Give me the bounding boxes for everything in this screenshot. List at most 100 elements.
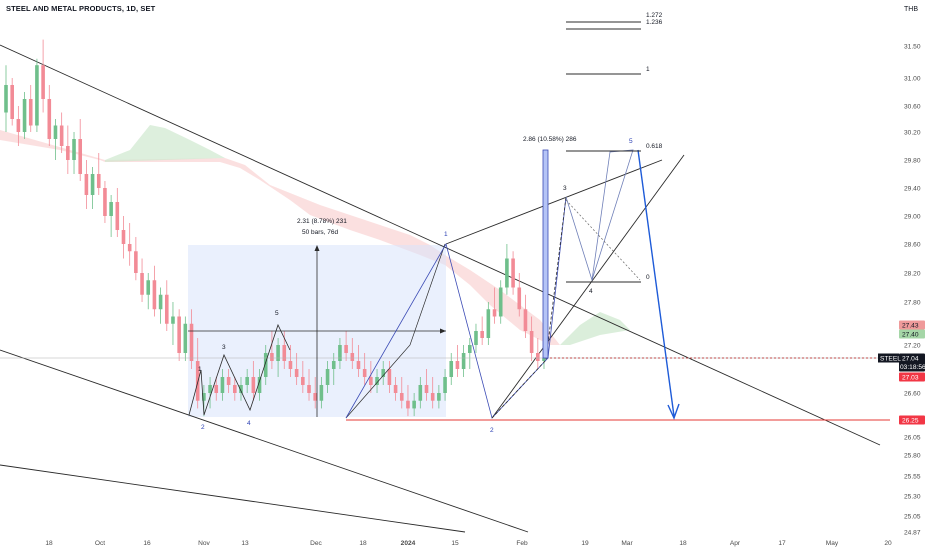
candle-body — [134, 251, 138, 273]
candle-body — [412, 400, 416, 409]
candle-body — [41, 65, 45, 99]
price-tick-label: 29.80 — [904, 158, 921, 165]
time-tick-label: 18 — [679, 540, 687, 547]
price-axis[interactable]: 31.50 31.00 30.60 30.20 29.80 29.40 29.00 28.60… — [904, 44, 921, 537]
symbol-tag: STEEL — [880, 355, 901, 362]
candle-body — [140, 273, 144, 295]
fib-diagonal — [565, 199, 641, 281]
candle-body — [22, 99, 27, 132]
candle-body — [96, 174, 101, 188]
measure-label: 2.86 (10.58%) 286 — [523, 136, 577, 143]
price-tick-label: 27.80 — [904, 300, 921, 307]
price-tag-value: 26.25 — [902, 417, 919, 424]
candle-body — [449, 361, 454, 377]
price-tick-label: 24.87 — [904, 530, 921, 537]
candle-body — [369, 377, 373, 385]
candle-body — [381, 369, 386, 377]
fib-label-0618: 0.618 — [646, 143, 663, 150]
time-tick-label: Feb — [516, 540, 528, 547]
elliott-wave-black[interactable] — [188, 323, 291, 416]
candle-body — [517, 287, 522, 310]
price-tick-label: 30.20 — [904, 130, 921, 137]
price-tag-bg — [899, 372, 925, 382]
trend-lines[interactable] — [0, 44, 881, 533]
candle-body — [208, 385, 212, 393]
candle-body — [498, 287, 503, 317]
candle-body — [294, 369, 299, 377]
range-h-arrowhead — [440, 328, 446, 334]
forecast-arrowhead — [667, 403, 680, 420]
candle-body — [387, 369, 392, 385]
candle-body — [424, 385, 429, 393]
time-tick-label: Mar — [621, 540, 633, 547]
candle-body — [338, 345, 342, 361]
wave-label-b2: 2 — [490, 427, 494, 434]
price-tick-label: 29.00 — [904, 214, 921, 221]
price-tick-label: 25.30 — [904, 494, 921, 501]
time-tick-label: 16 — [143, 540, 151, 547]
countdown-timer: 03:18:56 — [900, 364, 926, 371]
price-tag-bg — [899, 353, 925, 372]
candle-body — [325, 369, 330, 385]
candle-body — [443, 377, 447, 393]
wave-label-b5: 5 — [629, 138, 633, 145]
candle-body — [121, 230, 126, 244]
price-tick-label: 26.05 — [904, 435, 921, 442]
candle-body — [313, 393, 317, 401]
fib-lines[interactable] — [566, 21, 641, 283]
candle-body — [437, 393, 441, 401]
candle-body — [263, 353, 268, 377]
range-label-2: 50 bars, 76d — [302, 229, 339, 236]
chart-title: STEEL AND METAL PRODUCTS, 1D, SET — [6, 4, 156, 13]
candle-body — [47, 99, 52, 139]
candle-body — [455, 361, 460, 369]
candle-body — [461, 353, 466, 369]
measure-bar[interactable] — [542, 149, 549, 359]
fib-label-1236: 1.236 — [646, 19, 663, 26]
time-tick-label: 20 — [884, 540, 892, 547]
candle-body — [127, 244, 132, 252]
candle-body — [356, 361, 361, 369]
price-tick-label: 31.50 — [904, 44, 921, 51]
price-tick-label: 28.20 — [904, 271, 921, 278]
price-tag-value: 27.43 — [902, 322, 919, 329]
elliott-wave-impulse[interactable] — [345, 243, 446, 419]
candle-body — [245, 377, 249, 385]
price-tick-label: 31.00 — [904, 76, 921, 83]
wave-label-4: 4 — [247, 420, 251, 427]
candle-body — [393, 385, 398, 393]
price-tag-bg — [899, 329, 925, 339]
candle-body — [28, 99, 33, 126]
wave-label-b4: 4 — [589, 288, 593, 295]
price-tick-label: 28.60 — [904, 242, 921, 249]
candle-body — [233, 385, 237, 393]
forecast-arrow[interactable] — [637, 149, 675, 417]
wave-label-2: 2 — [201, 424, 205, 431]
wave-label-3: 3 — [222, 344, 226, 351]
candle-body — [319, 385, 324, 401]
candle-body — [171, 316, 175, 324]
candle-body — [536, 353, 540, 361]
price-tick-label: 25.05 — [904, 514, 921, 521]
candle-body — [239, 385, 243, 393]
candle-body — [523, 309, 528, 331]
price-tag-bg — [899, 320, 925, 330]
candle-body — [270, 353, 274, 361]
wave-label-1: 1 — [198, 366, 202, 373]
fib-label-1272: 1.272 — [646, 12, 663, 19]
candle-body — [189, 323, 194, 361]
price-tick-label: 27.20 — [904, 343, 921, 350]
price-tag-value: 27.04 — [902, 355, 919, 362]
candles — [4, 39, 546, 417]
candle-body — [399, 393, 404, 401]
candle-body — [276, 345, 280, 361]
candle-body — [4, 85, 8, 113]
candle-body — [375, 377, 379, 385]
projected-wave[interactable] — [565, 149, 634, 282]
candle-body — [226, 377, 231, 385]
time-axis[interactable]: 18 Oct 16 Nov 13 Dec 18 2024 15 Feb 19 Mar 18 Apr 17 Ma… — [45, 540, 892, 547]
wave-label-b3: 3 — [563, 185, 567, 192]
candle-body — [158, 294, 163, 310]
candle-body — [16, 119, 21, 132]
